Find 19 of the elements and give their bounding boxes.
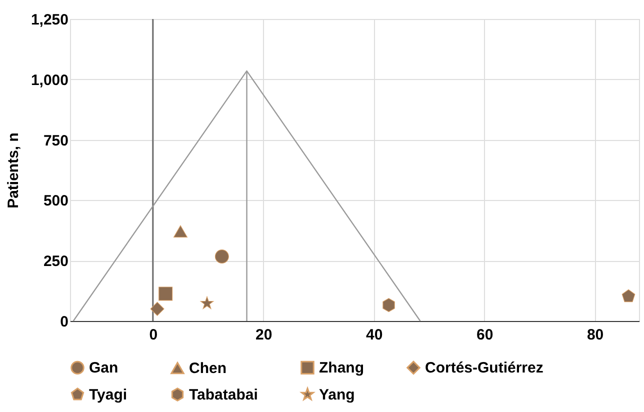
y-tick-label: 250 (43, 253, 68, 270)
x-tick-label: 40 (366, 326, 383, 344)
legend-label: Cortés-Gutiérrez (425, 360, 544, 377)
y-tick-label: 500 (43, 192, 68, 210)
x-tick-label: 20 (256, 326, 272, 344)
legend-label: Tabatabai (189, 386, 258, 404)
legend-label: Yang (319, 386, 355, 404)
y-tick-label: 750 (43, 132, 68, 150)
legend-label: Zhang (319, 360, 364, 377)
x-tick-label: 60 (476, 326, 494, 344)
legend-label: Tyagi (89, 386, 128, 404)
y-tick-label: 0 (60, 314, 68, 330)
x-tick-label: 80 (586, 326, 604, 344)
y-tick-label: 1,250 (30, 12, 68, 28)
y-axis-title: Patients, n (4, 132, 22, 208)
legend-label: Chen (189, 360, 226, 378)
x-tick-label: 0 (149, 326, 158, 344)
y-tick-label: 1,000 (30, 72, 68, 89)
legend-label: Gan (89, 360, 118, 377)
